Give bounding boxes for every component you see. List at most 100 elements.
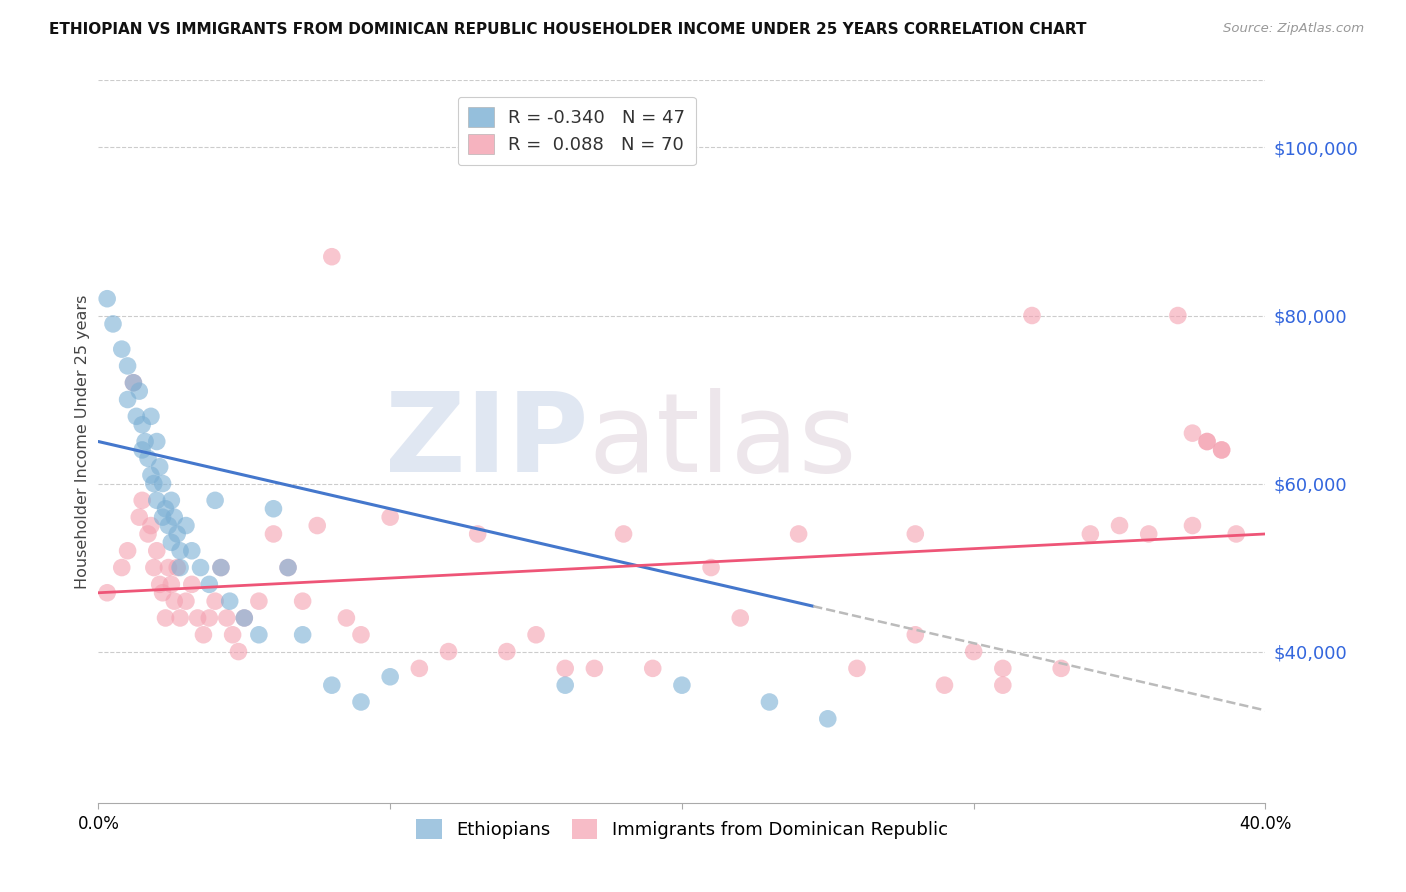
Point bbox=[583, 661, 606, 675]
Point bbox=[122, 376, 145, 390]
Point bbox=[111, 560, 134, 574]
Point bbox=[408, 661, 430, 675]
Point bbox=[187, 611, 209, 625]
Point bbox=[166, 527, 188, 541]
Point bbox=[204, 594, 226, 608]
Point bbox=[152, 476, 174, 491]
Point bbox=[554, 661, 576, 675]
Point bbox=[136, 527, 159, 541]
Point bbox=[204, 493, 226, 508]
Point bbox=[160, 577, 183, 591]
Point bbox=[180, 577, 202, 591]
Point bbox=[291, 594, 314, 608]
Point bbox=[149, 577, 172, 591]
Point bbox=[198, 577, 221, 591]
Point bbox=[136, 451, 159, 466]
Point bbox=[152, 510, 174, 524]
Point bbox=[149, 459, 172, 474]
Point bbox=[146, 434, 169, 449]
Point bbox=[209, 560, 232, 574]
Point bbox=[817, 712, 839, 726]
Point bbox=[277, 560, 299, 574]
Point bbox=[122, 376, 145, 390]
Point bbox=[152, 586, 174, 600]
Text: atlas: atlas bbox=[589, 388, 858, 495]
Point bbox=[190, 560, 212, 574]
Point bbox=[991, 678, 1014, 692]
Point bbox=[1225, 527, 1247, 541]
Point bbox=[1137, 527, 1160, 541]
Point bbox=[641, 661, 664, 675]
Point bbox=[1195, 434, 1218, 449]
Point bbox=[1050, 661, 1073, 675]
Point bbox=[142, 476, 165, 491]
Point bbox=[934, 678, 956, 692]
Point bbox=[1211, 442, 1233, 457]
Point bbox=[134, 434, 156, 449]
Point bbox=[96, 292, 118, 306]
Point bbox=[111, 342, 134, 356]
Point bbox=[962, 644, 984, 658]
Point bbox=[321, 678, 343, 692]
Point bbox=[166, 560, 188, 574]
Point bbox=[247, 594, 270, 608]
Point bbox=[380, 510, 402, 524]
Point bbox=[321, 250, 343, 264]
Point bbox=[180, 543, 202, 558]
Point bbox=[117, 359, 139, 373]
Point bbox=[131, 417, 153, 432]
Point bbox=[193, 628, 215, 642]
Text: Source: ZipAtlas.com: Source: ZipAtlas.com bbox=[1223, 22, 1364, 36]
Point bbox=[904, 527, 927, 541]
Point bbox=[157, 560, 180, 574]
Point bbox=[169, 611, 191, 625]
Point bbox=[157, 518, 180, 533]
Point bbox=[160, 535, 183, 549]
Point bbox=[787, 527, 810, 541]
Point bbox=[350, 695, 373, 709]
Point bbox=[262, 527, 284, 541]
Point bbox=[1021, 309, 1043, 323]
Text: ETHIOPIAN VS IMMIGRANTS FROM DOMINICAN REPUBLIC HOUSEHOLDER INCOME UNDER 25 YEAR: ETHIOPIAN VS IMMIGRANTS FROM DOMINICAN R… bbox=[49, 22, 1087, 37]
Point bbox=[117, 543, 139, 558]
Point bbox=[612, 527, 634, 541]
Point bbox=[139, 409, 162, 424]
Point bbox=[221, 628, 243, 642]
Point bbox=[262, 501, 284, 516]
Point bbox=[146, 493, 169, 508]
Point bbox=[163, 510, 186, 524]
Point bbox=[169, 543, 191, 558]
Point bbox=[554, 678, 576, 692]
Point bbox=[291, 628, 314, 642]
Point bbox=[142, 560, 165, 574]
Point bbox=[139, 468, 162, 483]
Point bbox=[174, 594, 197, 608]
Point bbox=[1167, 309, 1189, 323]
Point bbox=[117, 392, 139, 407]
Point bbox=[209, 560, 232, 574]
Point bbox=[1195, 434, 1218, 449]
Point bbox=[1211, 442, 1233, 457]
Point bbox=[174, 518, 197, 533]
Legend: Ethiopians, Immigrants from Dominican Republic: Ethiopians, Immigrants from Dominican Re… bbox=[408, 810, 956, 848]
Point bbox=[991, 661, 1014, 675]
Point bbox=[671, 678, 693, 692]
Text: ZIP: ZIP bbox=[385, 388, 589, 495]
Point bbox=[437, 644, 460, 658]
Point bbox=[169, 560, 191, 574]
Point bbox=[131, 442, 153, 457]
Point bbox=[139, 518, 162, 533]
Point bbox=[125, 409, 148, 424]
Point bbox=[307, 518, 329, 533]
Point bbox=[277, 560, 299, 574]
Point bbox=[758, 695, 780, 709]
Point bbox=[380, 670, 402, 684]
Point bbox=[155, 501, 177, 516]
Point bbox=[146, 543, 169, 558]
Point bbox=[131, 493, 153, 508]
Point bbox=[524, 628, 547, 642]
Point bbox=[215, 611, 238, 625]
Point bbox=[350, 628, 373, 642]
Point bbox=[160, 493, 183, 508]
Point bbox=[233, 611, 256, 625]
